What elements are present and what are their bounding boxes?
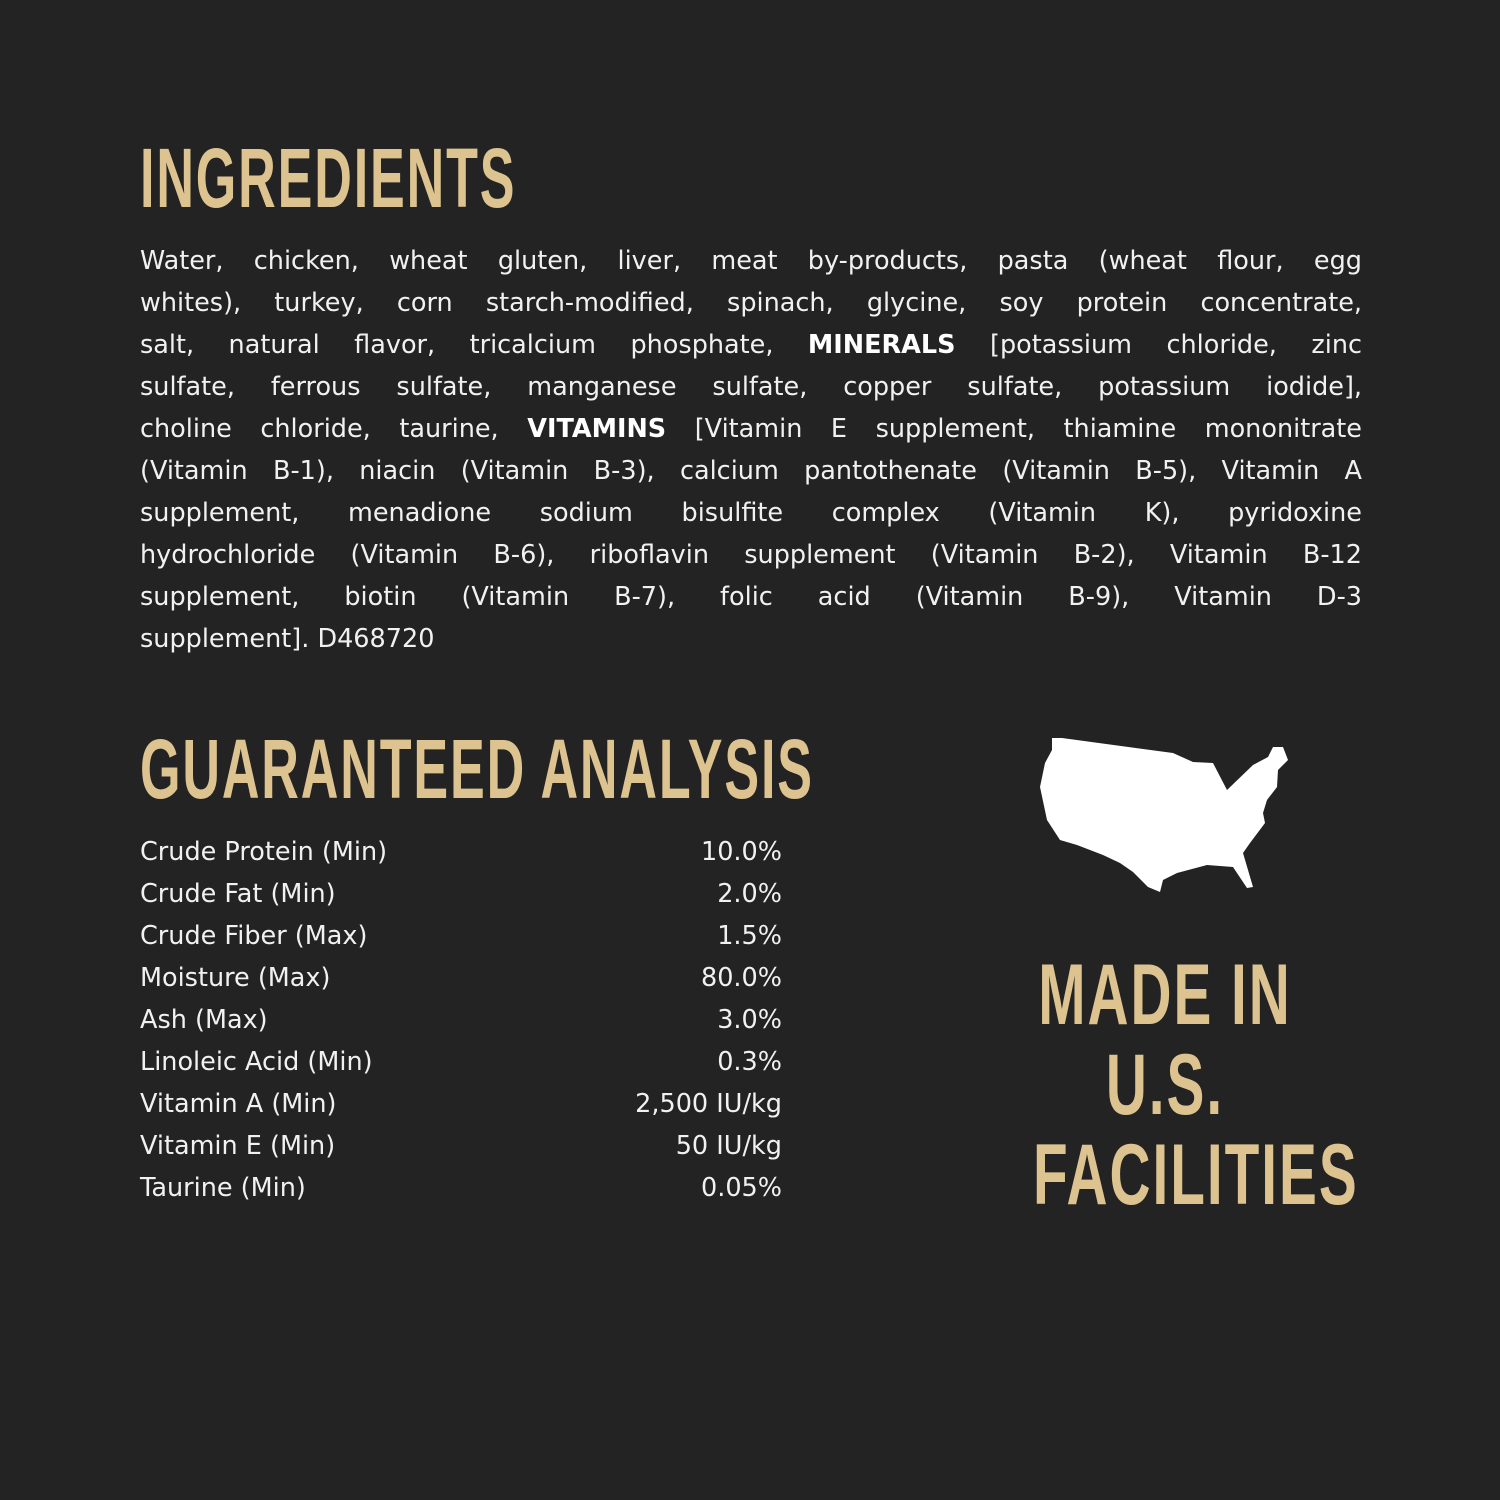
nutrient-value: 80.0% <box>700 963 782 993</box>
analysis-row: Linoleic Acid (Min) 0.3% <box>140 1041 782 1083</box>
ingredients-text: (Vitamin B-1), niacin (Vitamin B-3), cal… <box>140 456 1362 486</box>
made-in-usa-badge: MADE IN U.S. FACILITIES <box>965 950 1365 1220</box>
ingredients-text: supplement, menadione sodium bisulfite c… <box>140 498 1362 528</box>
ingredients-text: supplement, biotin (Vitamin B-7), folic … <box>140 582 1362 612</box>
nutrient-label: Crude Fat (Min) <box>140 879 336 909</box>
analysis-table: Crude Protein (Min) 10.0% Crude Fat (Min)… <box>140 831 782 1209</box>
analysis-row: Moisture (Max) 80.0% <box>140 957 782 999</box>
ingredients-title: INGREDIENTS <box>140 131 517 225</box>
nutrient-label: Linoleic Acid (Min) <box>140 1047 373 1077</box>
nutrient-value: 0.3% <box>717 1047 782 1077</box>
ingredients-list: Water, chicken, wheat gluten, liver, mea… <box>140 240 1362 660</box>
ingredients-text: [Vitamin E supplement, thiamine mononitr… <box>666 414 1362 444</box>
guaranteed-analysis-title: GUARANTEED ANALYSIS <box>140 722 814 816</box>
nutrient-label: Ash (Max) <box>140 1005 268 1035</box>
ingredients-line: Water, chicken, wheat gluten, liver, mea… <box>140 240 1362 282</box>
ingredients-line: (Vitamin B-1), niacin (Vitamin B-3), cal… <box>140 450 1362 492</box>
nutrient-value: 10.0% <box>700 837 782 867</box>
analysis-row: Taurine (Min) 0.05% <box>140 1167 782 1209</box>
nutrient-value: 1.5% <box>717 921 782 951</box>
ingredients-line: supplement]. D468720 <box>140 618 1362 660</box>
ingredients-text: salt, natural flavor, tricalcium phospha… <box>140 330 808 360</box>
badge-line: U.S. <box>1105 1037 1225 1133</box>
ingredients-text: supplement]. D468720 <box>140 624 435 654</box>
ingredients-line: supplement, menadione sodium bisulfite c… <box>140 492 1362 534</box>
ingredients-line: salt, natural flavor, tricalcium phospha… <box>140 324 1362 366</box>
nutrient-label: Moisture (Max) <box>140 963 331 993</box>
ingredients-line: whites), turkey, corn starch-modified, s… <box>140 282 1362 324</box>
nutrient-value: 0.05% <box>700 1173 782 1203</box>
analysis-row: Crude Protein (Min) 10.0% <box>140 831 782 873</box>
ingredients-line: choline chloride, taurine, VITAMINS [Vit… <box>140 408 1362 450</box>
ingredients-text: Water, chicken, wheat gluten, liver, mea… <box>140 246 1362 276</box>
badge-line: MADE IN <box>1038 947 1292 1043</box>
ingredients-line: hydrochloride (Vitamin B-6), riboflavin … <box>140 534 1362 576</box>
analysis-row: Crude Fat (Min) 2.0% <box>140 873 782 915</box>
ingredients-text: [potassium chloride, zinc <box>955 330 1362 360</box>
ingredients-line: sulfate, ferrous sulfate, manganese sulf… <box>140 366 1362 408</box>
nutrient-label: Crude Fiber (Max) <box>140 921 368 951</box>
nutrient-value: 2.0% <box>717 879 782 909</box>
nutrient-value: 2,500 IU/kg <box>635 1089 782 1119</box>
analysis-row: Vitamin A (Min) 2,500 IU/kg <box>140 1083 782 1125</box>
ingredients-line: supplement, biotin (Vitamin B-7), folic … <box>140 576 1362 618</box>
badge-line: FACILITIES <box>1033 1127 1359 1223</box>
ingredients-text: choline chloride, taurine, <box>140 414 528 444</box>
analysis-row: Crude Fiber (Max) 1.5% <box>140 915 782 957</box>
vitamins-label: VITAMINS <box>527 414 667 444</box>
ingredients-text: hydrochloride (Vitamin B-6), riboflavin … <box>140 540 1362 570</box>
nutrient-label: Vitamin A (Min) <box>140 1089 337 1119</box>
nutrient-value: 3.0% <box>717 1005 782 1035</box>
nutrient-label: Taurine (Min) <box>140 1173 306 1203</box>
analysis-row: Ash (Max) 3.0% <box>140 999 782 1041</box>
nutrient-label: Crude Protein (Min) <box>140 837 388 867</box>
nutrient-value: 50 IU/kg <box>675 1131 782 1161</box>
analysis-row: Vitamin E (Min) 50 IU/kg <box>140 1125 782 1167</box>
minerals-label: MINERALS <box>807 330 956 360</box>
nutrient-label: Vitamin E (Min) <box>140 1131 336 1161</box>
ingredients-text: sulfate, ferrous sulfate, manganese sulf… <box>140 372 1362 402</box>
ingredients-text: whites), turkey, corn starch-modified, s… <box>140 288 1362 318</box>
